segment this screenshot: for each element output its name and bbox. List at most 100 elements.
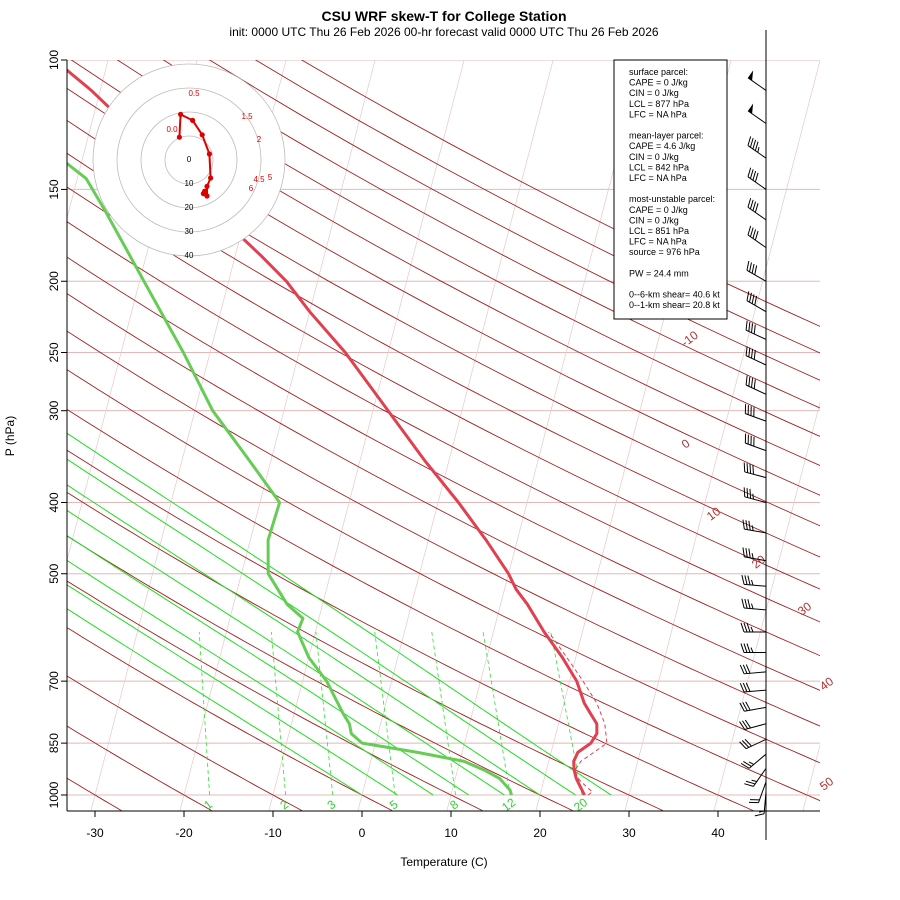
wind-barb	[739, 682, 767, 693]
barb-half-flag	[751, 553, 754, 559]
barb-staff	[747, 206, 767, 221]
dry-adiabat	[67, 369, 820, 764]
parcel-trace	[548, 631, 608, 796]
wind-barb	[745, 320, 767, 340]
hodograph-ring-label: 40	[185, 251, 194, 260]
isotherm-label: 20	[749, 552, 768, 571]
hodograph-point-label: 0.0	[166, 125, 178, 134]
barb-flag	[745, 375, 748, 386]
barb-staff	[744, 689, 767, 693]
barb-flag	[743, 487, 746, 497]
info-line: LCL = 877 hPa	[629, 99, 689, 109]
wind-barb	[744, 768, 767, 787]
info-line: CAPE = 0 J/kg	[629, 78, 688, 88]
info-line: CAPE = 0 J/kg	[629, 205, 688, 215]
barb-flag	[744, 598, 748, 609]
y-tick-label: 850	[47, 733, 61, 753]
dewpoint-profile	[67, 161, 513, 796]
moist-adiabat	[67, 534, 470, 796]
y-axis-label: P (hPa)	[3, 416, 17, 456]
wind-barb	[740, 643, 766, 654]
barb-flag	[746, 291, 750, 301]
info-line: LFC = NA hPa	[629, 109, 687, 119]
x-tick-label: 0	[359, 826, 366, 840]
y-tick-label: 1000	[47, 781, 61, 808]
barb-flag	[741, 740, 750, 748]
barb-flag	[748, 548, 751, 559]
isotherm-label: -10	[678, 328, 701, 350]
barb-flag	[739, 741, 747, 749]
info-line: LFC = NA hPa	[629, 237, 687, 247]
x-tick-label: 10	[444, 826, 458, 840]
info-line: CAPE = 4.6 J/kg	[629, 141, 695, 151]
barb-flag	[749, 463, 752, 474]
dry-adiabat	[67, 449, 754, 811]
hodograph-point-label: 6	[249, 184, 254, 193]
hodograph-point	[190, 117, 196, 123]
barb-flag	[751, 378, 754, 388]
barb-flag	[748, 347, 751, 358]
barb-staff	[747, 77, 767, 91]
wind-barb	[739, 701, 767, 712]
hodograph-point	[199, 132, 205, 138]
dry-adiabat	[67, 580, 483, 811]
barb-flag	[747, 197, 752, 208]
barb-flag	[749, 169, 754, 179]
barb-pennant	[747, 103, 754, 114]
mixing-ratio-line	[431, 631, 456, 796]
barb-flag	[748, 321, 751, 332]
info-line: CIN = 0 J/kg	[629, 88, 679, 98]
barb-staff	[747, 145, 767, 159]
info-line: surface parcel:	[629, 67, 688, 77]
barb-flag	[743, 643, 748, 653]
axes: -30 -20 -10 0 10 20 30 40 100150200250300400500…	[3, 50, 820, 869]
wind-barb	[739, 719, 767, 730]
wind-barb	[741, 575, 767, 587]
barb-staff	[758, 781, 767, 803]
barb-staff	[747, 234, 767, 249]
barb-staff	[745, 329, 767, 340]
barb-flag	[748, 376, 751, 387]
barb-flag	[745, 547, 748, 558]
dry-adiabat	[67, 87, 820, 496]
barb-flag	[740, 762, 750, 769]
barb-flag	[743, 761, 752, 767]
wind-barb	[745, 346, 767, 366]
mixing-ratio-label: 3	[324, 797, 338, 812]
mixing-ratio-label: 1	[201, 797, 215, 812]
barb-flag	[751, 263, 755, 274]
barb-flag	[749, 227, 754, 237]
barb-flag	[741, 598, 745, 609]
barb-flag	[749, 199, 754, 210]
moist-adiabat	[67, 559, 434, 796]
hodograph-bg	[93, 64, 285, 256]
barb-flag	[739, 664, 745, 675]
barb-half-flag	[748, 761, 754, 765]
hodograph-ring	[140, 111, 238, 209]
chart-title: CSU WRF skew-T for College Station	[321, 8, 566, 24]
barb-staff	[744, 471, 767, 479]
barb-flag	[745, 320, 748, 331]
barb-staff	[747, 176, 767, 190]
mixing-ratio-label: 5	[387, 797, 401, 812]
barb-flag	[747, 599, 751, 609]
wind-barb	[743, 487, 767, 503]
wind-barb	[747, 225, 767, 249]
hodograph-point	[178, 111, 184, 117]
y-ticks: 100 150 200 250 300 400 500 700 850 1000	[47, 50, 67, 808]
wind-barb	[748, 781, 767, 804]
barb-staff	[746, 269, 767, 282]
barb-half-flag	[752, 493, 754, 500]
x-ticks: -30 -20 -10 0 10 20 30 40	[86, 811, 725, 840]
dry-adiabat	[67, 535, 573, 811]
barb-flag	[753, 379, 756, 389]
x-tick-label: 30	[622, 826, 636, 840]
wind-barb	[742, 547, 767, 562]
y-tick-label: 700	[47, 671, 61, 691]
dry-adiabat	[162, 60, 820, 409]
barb-flag	[744, 719, 751, 729]
hodograph-ring-label: 30	[185, 227, 194, 236]
barb-half-flag	[759, 810, 765, 813]
barb-flag	[744, 738, 752, 747]
